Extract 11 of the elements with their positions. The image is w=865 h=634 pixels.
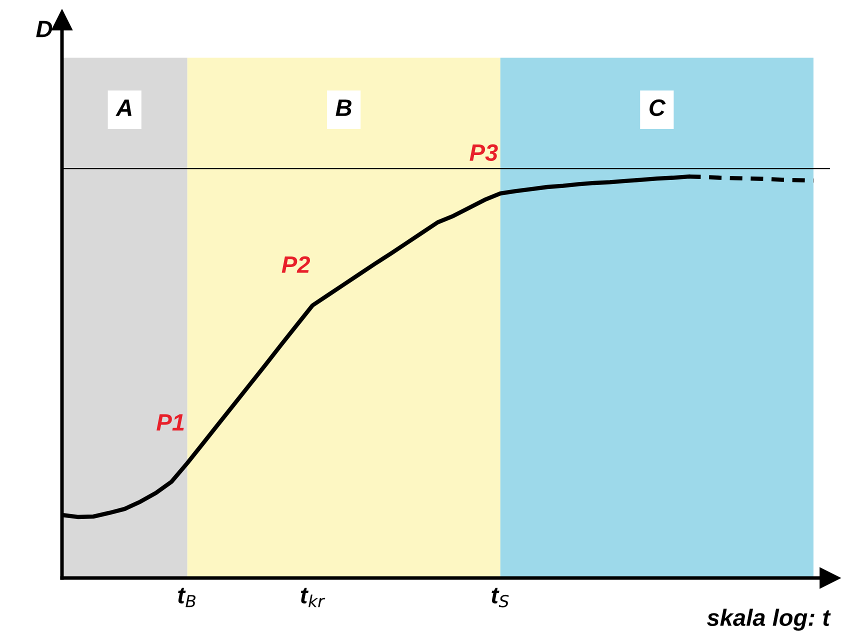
band-label: B — [336, 100, 352, 116]
x-tick-label: t$_{S}$ — [492, 588, 509, 608]
x-tick-label: t$_{kr}$ — [300, 588, 326, 608]
x-axis-title: skala log: t — [706, 608, 831, 631]
annotation: P1 — [156, 414, 184, 431]
x-tick-label: t$_{B}$ — [178, 588, 196, 608]
text: C — [650, 99, 666, 116]
annotation: P3 — [470, 144, 498, 161]
annotation: P2 — [282, 256, 310, 273]
text: A — [116, 100, 132, 116]
text: D — [36, 20, 52, 38]
